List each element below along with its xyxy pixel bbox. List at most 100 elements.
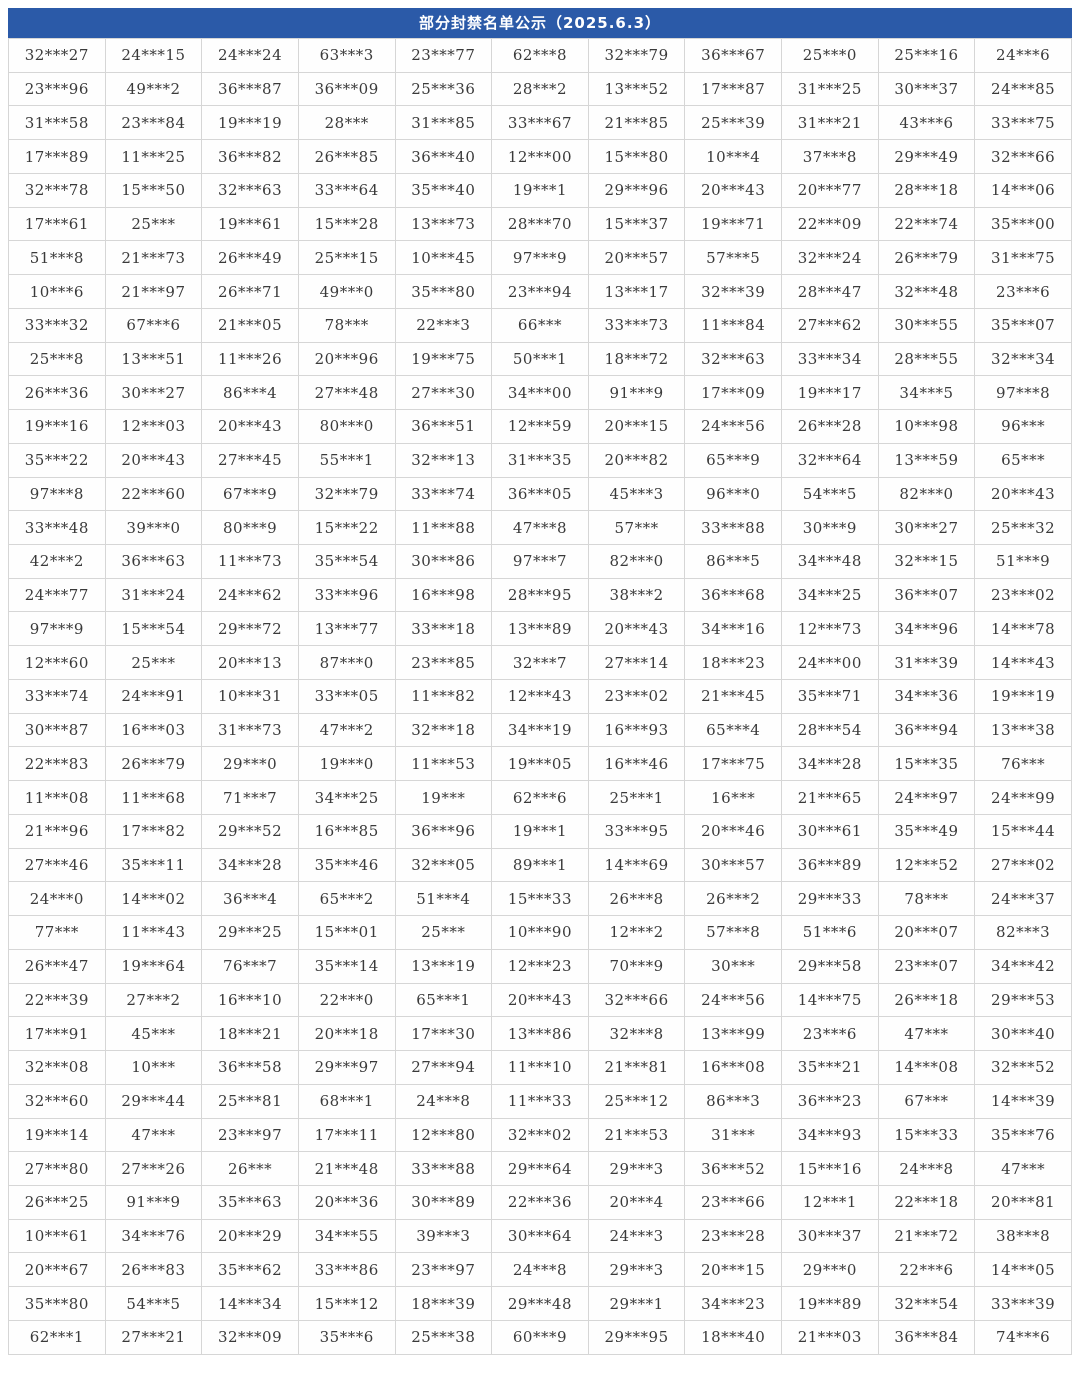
- table-cell: 29***53: [974, 982, 1072, 1018]
- table-cell: 22***0: [297, 982, 396, 1018]
- table-cell: 97***9: [491, 240, 589, 276]
- table-cell: 18***72: [587, 341, 686, 377]
- table-cell: 34***96: [877, 611, 976, 647]
- table-cell: 45***: [104, 1016, 203, 1052]
- table-cell: 13***38: [974, 712, 1072, 748]
- table-cell: 33***96: [297, 577, 396, 613]
- table-cell: 35***00: [974, 206, 1072, 242]
- table-row: 97***9 15***54 29***72 13***77 33***18 13***8…: [8, 611, 1072, 647]
- table-cell: 13***77: [297, 611, 396, 647]
- table-cell: 96***: [974, 409, 1072, 444]
- table-cell: 30***64: [491, 1218, 589, 1254]
- table-cell: 20***29: [201, 1218, 299, 1254]
- table-cell: 17***75: [684, 746, 782, 782]
- table-cell: 57***: [587, 510, 686, 546]
- page-title: 部分封禁名单公示（2025.6.3）: [8, 8, 1072, 38]
- table-cell: 32***8: [587, 1016, 686, 1052]
- table-cell: 20***43: [974, 476, 1072, 512]
- table-cell: 10***31: [201, 678, 299, 714]
- table-cell: 25***: [394, 915, 493, 950]
- table-cell: 27***80: [8, 1151, 106, 1186]
- table-cell: 78***: [297, 307, 396, 343]
- table-cell: 26***2: [684, 881, 782, 917]
- table-cell: 22***60: [104, 476, 203, 512]
- table-cell: 67***6: [104, 307, 203, 343]
- table-cell: 17***82: [104, 813, 203, 849]
- table-cell: 35***07: [974, 307, 1072, 343]
- table-cell: 15***22: [297, 510, 396, 546]
- table-cell: 97***9: [8, 611, 106, 647]
- table-cell: 27***46: [8, 847, 106, 883]
- table-cell: 11***88: [394, 510, 493, 546]
- table-cell: 33***32: [8, 307, 106, 343]
- table-cell: 62***6: [491, 780, 589, 815]
- table-cell: 13***73: [394, 206, 493, 242]
- table-cell: 19***19: [974, 678, 1072, 714]
- table-cell: 11***08: [8, 780, 106, 815]
- table-cell: 12***00: [491, 139, 589, 174]
- table-cell: 33***39: [974, 1286, 1072, 1321]
- table-cell: 29***3: [587, 1151, 686, 1186]
- table-cell: 36***67: [684, 38, 782, 73]
- table-cell: 12***80: [394, 1117, 493, 1153]
- table-cell: 32***15: [877, 544, 976, 579]
- table-cell: 25***15: [297, 240, 396, 276]
- table-cell: 24***8: [877, 1151, 976, 1186]
- table-cell: 30***89: [394, 1184, 493, 1220]
- table-cell: 31***58: [8, 105, 106, 141]
- table-cell: 36***05: [491, 476, 589, 512]
- table-row: 21***96 17***82 29***52 16***85 36***96 19***…: [8, 813, 1072, 849]
- table-cell: 19***0: [297, 746, 396, 782]
- table-cell: 19***71: [684, 206, 782, 242]
- table-cell: 23***66: [684, 1184, 782, 1220]
- table-cell: 22***39: [8, 982, 106, 1018]
- table-cell: 24***15: [104, 38, 203, 73]
- table-row: 26***47 19***64 76***7 35***14 13***19 12***2…: [8, 948, 1072, 984]
- table-cell: 38***2: [587, 577, 686, 613]
- table-cell: 32***54: [877, 1286, 976, 1321]
- table-cell: 34***28: [201, 847, 299, 883]
- table-row: 30***87 16***03 31***73 47***2 32***18 34***1…: [8, 712, 1072, 748]
- table-cell: 35***76: [974, 1117, 1072, 1153]
- table-cell: 20***96: [297, 341, 396, 377]
- table-cell: 32***63: [684, 341, 782, 377]
- table-cell: 65***2: [297, 881, 396, 917]
- table-cell: 60***9: [491, 1319, 589, 1355]
- table-cell: 34***42: [974, 948, 1072, 984]
- table-cell: 21***53: [587, 1117, 686, 1153]
- table-cell: 21***65: [781, 780, 879, 815]
- table-cell: 20***43: [201, 409, 299, 444]
- table-cell: 50***1: [491, 341, 589, 377]
- table-cell: 21***85: [587, 105, 686, 141]
- table-cell: 26***79: [104, 746, 203, 782]
- table-cell: 32***66: [974, 139, 1072, 174]
- table-cell: 22***3: [394, 307, 493, 343]
- table-cell: 36***87: [201, 71, 299, 107]
- table-cell: 82***3: [974, 915, 1072, 950]
- table-cell: 13***19: [394, 948, 493, 984]
- table-row: 26***25 91***9 35***63 20***36 30***89 22***3…: [8, 1184, 1072, 1220]
- table-cell: 26***36: [8, 375, 106, 411]
- table-cell: 30***40: [974, 1016, 1072, 1052]
- table-cell: 20***81: [974, 1184, 1072, 1220]
- table-cell: 15***16: [781, 1151, 879, 1186]
- table-cell: 47***8: [491, 510, 589, 546]
- table-cell: 32***52: [974, 1050, 1072, 1085]
- table-cell: 31***21: [781, 105, 879, 141]
- table-cell: 29***96: [587, 172, 686, 208]
- table-cell: 24***24: [201, 38, 299, 73]
- table-cell: 32***60: [8, 1083, 106, 1119]
- table-cell: 35***14: [297, 948, 396, 984]
- table-cell: 10***61: [8, 1218, 106, 1254]
- table-cell: 14***75: [781, 982, 879, 1018]
- table-cell: 20***07: [877, 915, 976, 950]
- table-cell: 35***80: [8, 1286, 106, 1321]
- table-cell: 17***87: [684, 71, 782, 107]
- table-cell: 17***91: [8, 1016, 106, 1052]
- table-cell: 13***52: [587, 71, 686, 107]
- table-cell: 25***32: [974, 510, 1072, 546]
- table-row: 23***96 49***2 36***87 36***09 25***36 28***2…: [8, 71, 1072, 107]
- table-cell: 26***85: [297, 139, 396, 174]
- table-cell: 32***63: [201, 172, 299, 208]
- table-cell: 23***97: [394, 1252, 493, 1288]
